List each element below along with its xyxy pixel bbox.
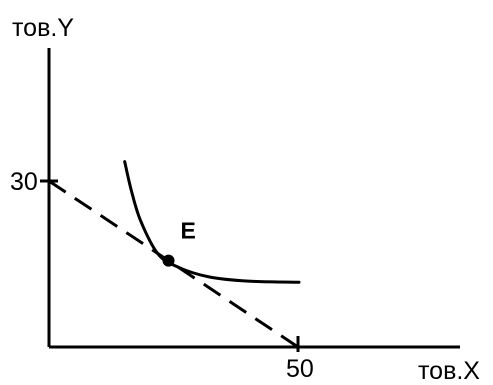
budget-line xyxy=(48,179,299,349)
y-tick-label-30: 30 xyxy=(10,168,38,196)
x-tick-label-50: 50 xyxy=(286,355,314,383)
indifference-curve xyxy=(123,160,301,284)
equilibrium-point-e xyxy=(162,254,175,267)
x-axis-title: тов.X xyxy=(418,357,480,385)
equilibrium-label: E xyxy=(181,218,196,244)
y-axis-title: тов.Y xyxy=(12,14,74,42)
